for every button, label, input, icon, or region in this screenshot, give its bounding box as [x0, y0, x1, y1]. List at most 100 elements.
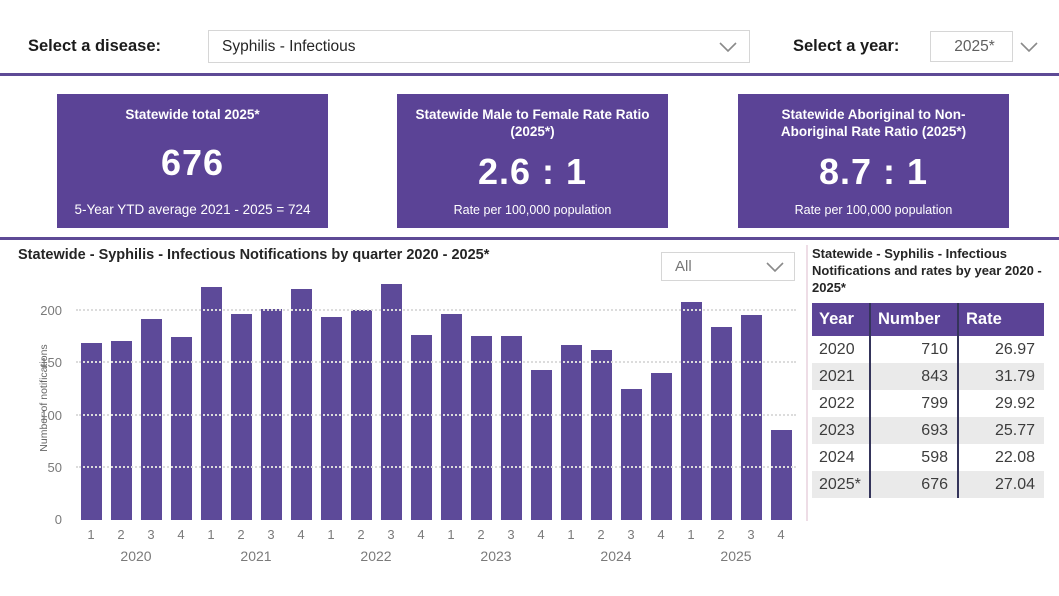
chevron-down-icon — [719, 41, 737, 52]
kpi-subtitle: 5-Year YTD average 2021 - 2025 = 724 — [74, 201, 311, 217]
bar-slot — [136, 280, 166, 520]
bar-group-2024 — [556, 280, 676, 520]
bar-2021-q1[interactable] — [200, 287, 222, 520]
disease-select-label: Select a disease: — [28, 37, 161, 55]
table-cell[interactable]: 2020 — [812, 336, 869, 363]
year-label: 2021 — [240, 548, 272, 564]
bar-2024-q3[interactable] — [620, 388, 642, 520]
year-axis-labels: 2020 2021 2022 2023 2024 2025 — [76, 548, 796, 564]
bar-slot — [226, 280, 256, 520]
bar-slot — [526, 280, 556, 520]
year-label: 2023 — [480, 548, 512, 564]
quarter-label: 3 — [747, 527, 755, 542]
bar-group-2022 — [316, 280, 436, 520]
bar-2025-q1[interactable] — [680, 301, 702, 520]
bar-2023-q3[interactable] — [500, 336, 522, 520]
kpi-subtitle: Rate per 100,000 population — [453, 203, 612, 217]
bar-2025-q3[interactable] — [740, 315, 762, 520]
bar-2025-q2[interactable] — [710, 326, 732, 520]
bar-2023-q4[interactable] — [530, 369, 552, 520]
kpi-subtitle: Rate per 100,000 population — [794, 203, 953, 217]
table-cell[interactable]: 710 — [869, 336, 957, 363]
quarter-label: 2 — [477, 527, 485, 542]
bar-2022-q4[interactable] — [410, 335, 432, 520]
quarter-label: 3 — [267, 527, 275, 542]
kpi-card-aboriginal-ratio: Statewide Aboriginal to Non-Aboriginal R… — [738, 94, 1009, 228]
gridline — [76, 465, 796, 468]
bar-2021-q4[interactable] — [290, 289, 312, 520]
chevron-down-icon[interactable] — [1018, 40, 1040, 54]
gridline — [76, 361, 796, 364]
bar-group-2025 — [676, 280, 796, 520]
table-cell[interactable]: 22.08 — [957, 444, 1044, 471]
bar-2023-q2[interactable] — [470, 336, 492, 520]
quarter-label: 1 — [207, 527, 215, 542]
chevron-down-icon — [766, 261, 784, 272]
year-label: 2024 — [600, 548, 632, 564]
disease-select[interactable]: Syphilis - Infectious — [208, 30, 750, 63]
bar-2020-q1[interactable] — [80, 342, 102, 520]
bar-slot — [706, 280, 736, 520]
table-cell[interactable]: 598 — [869, 444, 957, 471]
table-cell[interactable]: 2025* — [812, 471, 869, 498]
table-cell[interactable]: 29.92 — [957, 390, 1044, 417]
chart-filter-dropdown[interactable]: All — [661, 252, 795, 281]
quarter-label: 1 — [87, 527, 95, 542]
quarter-axis-labels: 1 2 3 4 1 2 3 4 1 2 3 4 1 2 3 4 1 2 3 4 1 2 3 4 — [76, 527, 796, 542]
quarter-label: 2 — [597, 527, 605, 542]
quarter-label: 1 — [687, 527, 695, 542]
bar-2020-q3[interactable] — [140, 318, 162, 520]
bar-2021-q2[interactable] — [230, 314, 252, 520]
table-cell[interactable]: 2023 — [812, 417, 869, 444]
bar-slot — [316, 280, 346, 520]
notifications-table: Year Number Rate 2020 710 26.97 2021 843… — [812, 303, 1044, 498]
table-cell[interactable]: 843 — [869, 363, 957, 390]
gridline — [76, 309, 796, 312]
quarter-label: 2 — [357, 527, 365, 542]
bar-slot — [196, 280, 226, 520]
table-cell[interactable]: 31.79 — [957, 363, 1044, 390]
table-cell[interactable]: 2024 — [812, 444, 869, 471]
bar-2020-q4[interactable] — [170, 337, 192, 520]
bar-slot — [76, 280, 106, 520]
bar-slot — [406, 280, 436, 520]
table-cell[interactable]: 2021 — [812, 363, 869, 390]
separator-line — [0, 237, 1059, 240]
kpi-value: 676 — [160, 141, 225, 183]
bar-slot — [616, 280, 646, 520]
quarter-label: 3 — [507, 527, 515, 542]
table-cell[interactable]: 2022 — [812, 390, 869, 417]
year-select[interactable]: 2025* — [930, 31, 1013, 62]
bar-group-2020 — [76, 280, 196, 520]
bar-2022-q1[interactable] — [320, 316, 342, 520]
table-cell[interactable]: 27.04 — [957, 471, 1044, 498]
chart-title: Statewide - Syphilis - Infectious Notifi… — [18, 247, 490, 263]
bar-group-2023 — [436, 280, 556, 520]
kpi-title: Statewide total 2025* — [125, 107, 260, 122]
gridline — [76, 413, 796, 416]
quarter-label: 4 — [537, 527, 545, 542]
bar-slot — [556, 280, 586, 520]
table-cell[interactable]: 676 — [869, 471, 957, 498]
table-title: Statewide - Syphilis - Infectious Notifi… — [812, 246, 1042, 296]
bar-slot — [256, 280, 286, 520]
bar-slot — [286, 280, 316, 520]
y-tick-label: 150 — [40, 355, 62, 371]
bar-2024-q4[interactable] — [650, 372, 672, 520]
table-cell[interactable]: 26.97 — [957, 336, 1044, 363]
kpi-card-statewide-total: Statewide total 2025* 676 5-Year YTD ave… — [57, 94, 328, 228]
plot-area — [76, 280, 796, 520]
bar-2022-q3[interactable] — [380, 284, 402, 520]
table-cell[interactable]: 799 — [869, 390, 957, 417]
bar-slot — [586, 280, 616, 520]
quarter-label: 3 — [387, 527, 395, 542]
bar-2023-q1[interactable] — [440, 314, 462, 520]
bar-2024-q1[interactable] — [560, 344, 582, 520]
table-cell[interactable]: 25.77 — [957, 417, 1044, 444]
column-header-number: Number — [869, 303, 957, 336]
bar-2020-q2[interactable] — [110, 340, 132, 520]
kpi-card-male-female-ratio: Statewide Male to Female Rate Ratio (202… — [397, 94, 668, 228]
table-cell[interactable]: 693 — [869, 417, 957, 444]
bar-2024-q2[interactable] — [590, 349, 612, 520]
bar-2025-q4[interactable] — [770, 430, 792, 520]
